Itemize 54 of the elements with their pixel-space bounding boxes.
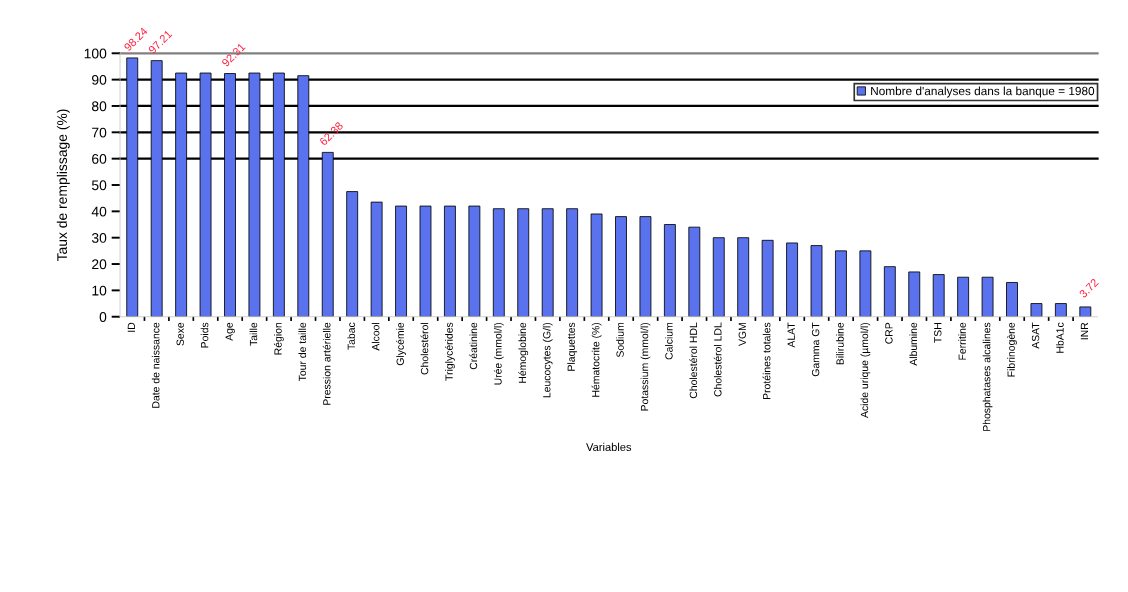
y-tick-label: 20 [92, 259, 107, 270]
x-tick-label: Acide urique (µmol/l) [860, 322, 871, 418]
x-tick-label: Triglycérides [445, 322, 455, 381]
x-tick-label: Cholestérol [420, 322, 429, 375]
x-tick-label: Age [225, 322, 235, 341]
y-tick-label: 100 [84, 48, 107, 59]
y-tick-label: 80 [91, 101, 107, 112]
x-tick-label: Gamma GT [811, 322, 820, 377]
x-tick-label: Glycémie [396, 322, 406, 366]
x-tick-label: Alcool [371, 322, 380, 351]
x-tick-label: VGM [738, 323, 746, 346]
x-tick-label: Tabac [347, 322, 355, 350]
x-tick-label: Poids [200, 322, 209, 348]
y-tick-label: 10 [92, 285, 107, 296]
x-tick-label: Hématocrite (%) [591, 322, 602, 397]
x-tick-label: ALAT [787, 322, 795, 348]
y-tick-label: 60 [92, 153, 107, 164]
x-tick-label: Fibrinogène [1007, 322, 1017, 377]
y-tick-label: 40 [91, 206, 107, 217]
x-tick-label: Leucocytes (G/l) [542, 322, 553, 398]
x-tick-label: Hémoglobine [518, 322, 529, 383]
x-tick-label: HbA1c [1056, 322, 1064, 353]
x-tick-label: Bilirubine [836, 322, 844, 365]
x-tick-label: Région [273, 322, 284, 355]
x-tick-label: Sexe [176, 322, 184, 346]
x-tick-label: Ferritine [958, 322, 966, 360]
x-tick-label: Date de naissance [151, 322, 160, 408]
x-tick-label: TSH [934, 323, 942, 343]
x-axis-title: Variables [586, 442, 632, 451]
x-tick-label: Albumine [909, 322, 918, 366]
y-tick-label: 30 [91, 233, 107, 243]
x-tick-label: Tour de taille [298, 322, 307, 382]
x-tick-label: Taille [249, 322, 258, 346]
y-tick-label: 50 [91, 180, 107, 191]
x-tick-label: Phosphatases alcalines [982, 322, 993, 431]
x-tick-label: ID [127, 322, 135, 332]
x-tick-label: Protéines totales [762, 322, 771, 400]
y-tick-label: 70 [92, 127, 107, 138]
x-tick-label: Plaquettes [567, 322, 577, 371]
x-tick-label: Urée (mmol/l) [493, 322, 504, 385]
x-tick-label: Pression artérielle [322, 322, 331, 405]
x-tick-label: INR [1080, 322, 1089, 340]
x-tick-label: ASAT [1031, 322, 1040, 349]
x-tick-label: Cholestérol LDL [713, 322, 722, 397]
y-axis-title: Taux de remplissage (%) [56, 109, 70, 262]
legend-label: Nombre d'analyses dans la banque = 1980 [871, 86, 1095, 98]
x-tick-label: Calcium [665, 322, 673, 360]
y-tick-label: 0 [99, 312, 107, 322]
y-tick-label: 90 [92, 74, 107, 85]
x-tick-label: Sodium [616, 322, 624, 358]
x-tick-label: Créatinine [469, 322, 478, 370]
x-tick-label: CRP [885, 322, 893, 344]
x-tick-label: Cholestérol HDL [689, 322, 698, 399]
x-tick-label: Potassium (mmol/l) [640, 322, 651, 411]
